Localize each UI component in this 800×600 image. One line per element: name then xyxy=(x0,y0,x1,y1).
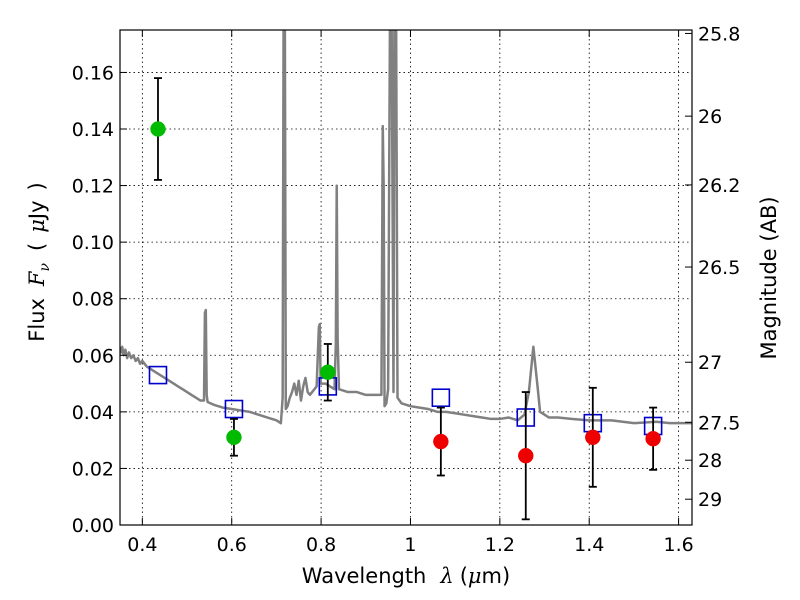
y2-axis-title: Magnitude (AB) xyxy=(757,196,781,359)
y2-tick-label: 26.5 xyxy=(698,257,740,279)
x-tick-label: 1.4 xyxy=(574,534,604,556)
y-tick-label: 0.10 xyxy=(72,232,114,254)
green-point-marker xyxy=(150,121,166,137)
x-tick-label: 0.6 xyxy=(217,534,247,556)
y-tick-label: 0.04 xyxy=(72,402,114,424)
y-tick-label: 0.06 xyxy=(72,345,114,367)
y-tick-label: 0.08 xyxy=(72,289,114,311)
ticks: 0.4 0.6 0.8 1 1.2 1.4 1.6 0.00 0.02 0.04 0.06 0.08 0… xyxy=(72,23,741,556)
model-square-marker xyxy=(148,365,168,385)
red-point-marker xyxy=(433,433,449,450)
x-tick-label: 1.6 xyxy=(663,534,693,556)
y-tick-label: 0.14 xyxy=(72,119,114,141)
x-tick-label: 0.8 xyxy=(306,534,336,556)
y-tick-label: 0.16 xyxy=(72,62,114,84)
x-axis-title: Wavelength λ (μm) xyxy=(302,564,510,588)
y2-tick-label: 25.8 xyxy=(698,23,740,45)
y-tick-label: 0.00 xyxy=(72,515,114,537)
plot-frame xyxy=(119,29,693,526)
x-tick-label: 1 xyxy=(404,534,416,556)
green-point-marker xyxy=(320,364,336,381)
y-tick-label: 0.02 xyxy=(72,458,114,480)
red-point-marker xyxy=(518,447,534,464)
y-tick-label: 0.12 xyxy=(72,176,114,198)
y2-tick-label: 29 xyxy=(698,489,722,511)
green-point-marker xyxy=(226,429,242,446)
x-tick-label: 1.2 xyxy=(485,534,515,556)
red-point-marker xyxy=(645,430,661,447)
x-tick-label: 0.4 xyxy=(127,534,157,556)
model-square-marker xyxy=(224,399,244,419)
grid xyxy=(120,30,692,525)
y2-tick-label: 26 xyxy=(698,106,722,128)
red-point-marker xyxy=(585,429,601,446)
y2-tick-label: 27 xyxy=(698,352,722,374)
y2-tick-label: 28 xyxy=(698,450,722,472)
y-axis-title: FluxFν(μJy) xyxy=(25,182,53,341)
model-square-marker xyxy=(431,388,451,408)
model-spectrum-line xyxy=(120,30,692,425)
y2-tick-label: 26.2 xyxy=(698,175,740,197)
plot-content xyxy=(120,30,692,521)
y2-tick-label: 27.5 xyxy=(698,412,740,434)
